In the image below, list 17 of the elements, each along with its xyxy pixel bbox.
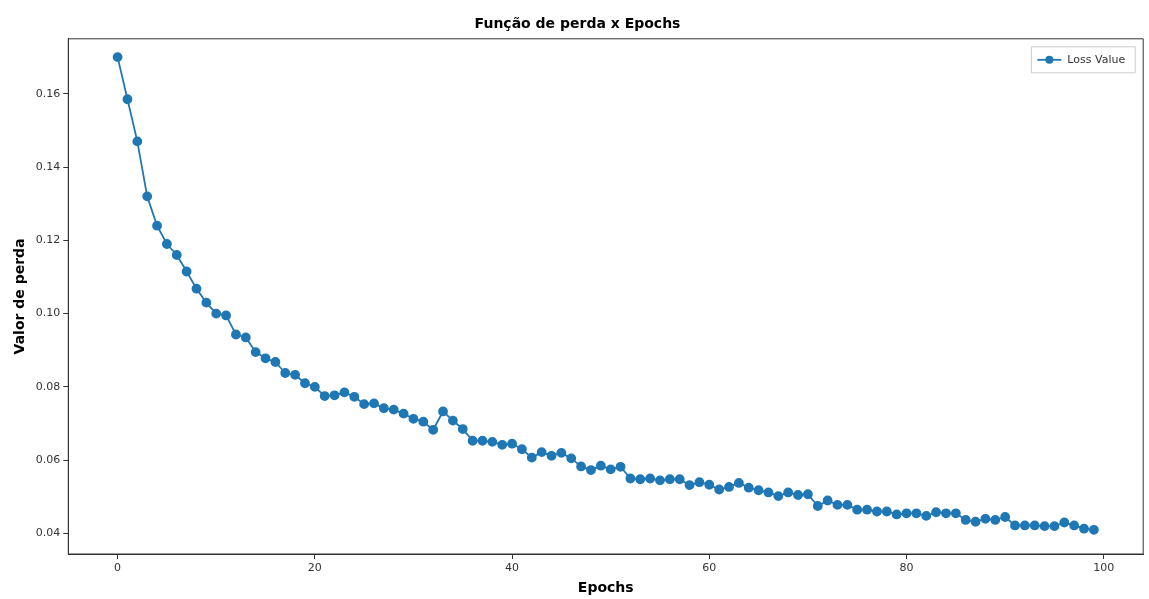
y-axis-title: Valor de perda [11,238,28,355]
x-tick-label: 0 [114,561,122,575]
y-tick-label: 0.12 [35,233,61,247]
y-tick-label: 0.10 [35,306,61,320]
y-tick-label: 0.16 [35,86,61,100]
x-axis-title: Epochs [577,579,634,596]
x-tick-label: 40 [505,561,520,575]
x-tick-label: 100 [1093,561,1115,575]
y-tick-label: 0.06 [35,453,61,467]
y-tick-label: 0.04 [35,526,61,540]
legend-label: Loss Value [1067,52,1126,66]
x-tick-label: 60 [702,561,717,575]
y-tick-label: 0.14 [35,159,61,173]
x-tick-label: 20 [307,561,322,575]
chart-title: Função de perda x Epochs [474,15,681,32]
y-tick-label: 0.08 [35,379,61,393]
x-tick-label: 80 [899,561,914,575]
